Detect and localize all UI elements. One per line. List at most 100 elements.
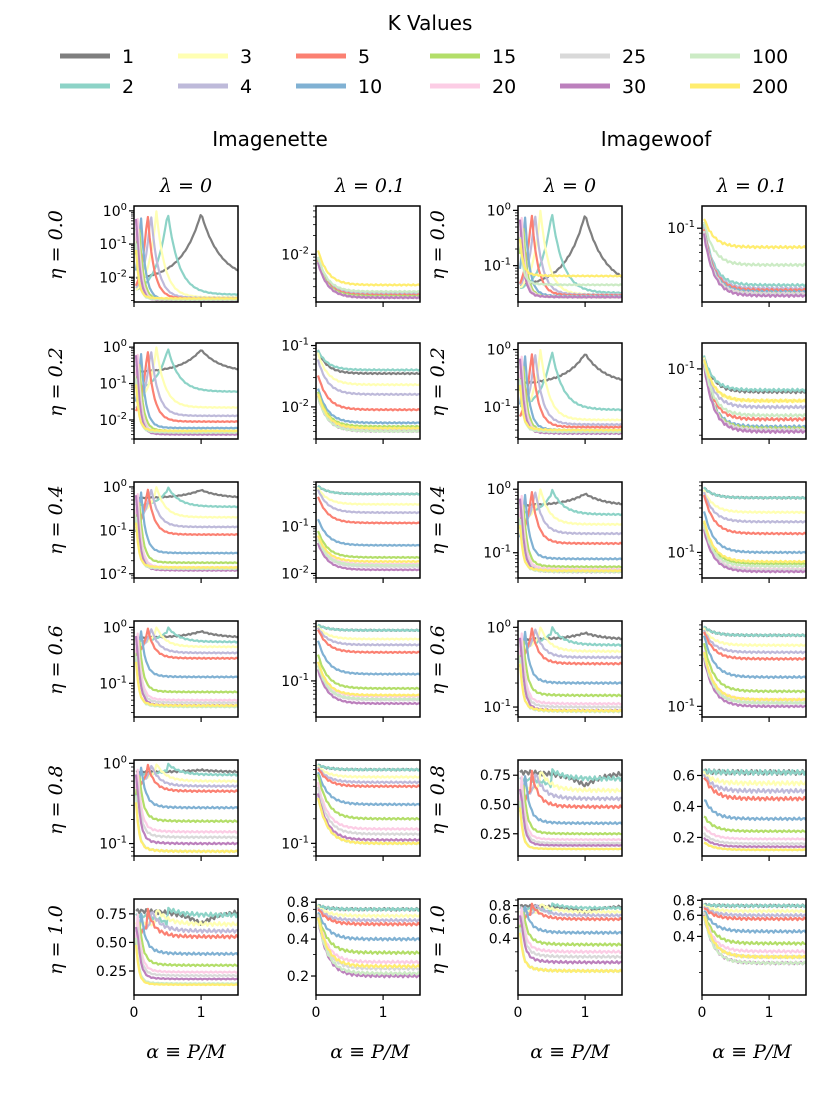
y-tick-label: 100 bbox=[103, 618, 127, 636]
series-k15 bbox=[703, 911, 806, 946]
series-k200 bbox=[134, 661, 238, 708]
series-k100 bbox=[702, 221, 806, 268]
panel-frame bbox=[315, 898, 421, 996]
series-k5 bbox=[135, 627, 238, 661]
column-title-3: λ = 0 bbox=[543, 175, 596, 197]
series-k4 bbox=[702, 629, 806, 655]
series-k4 bbox=[520, 628, 622, 660]
series-k3 bbox=[702, 627, 806, 648]
series-k200 bbox=[703, 841, 806, 852]
series-k4 bbox=[519, 491, 622, 536]
row-label-eta-4-0: η = 0.8 bbox=[45, 765, 67, 835]
series-k5 bbox=[518, 353, 622, 429]
series-k25 bbox=[135, 780, 238, 840]
series-k30 bbox=[518, 915, 622, 965]
y-tick-label: 10-1 bbox=[281, 337, 309, 355]
legend-label-k10: 10 bbox=[358, 76, 382, 98]
series-k15 bbox=[134, 921, 238, 968]
series-k200 bbox=[702, 359, 806, 404]
series-k3 bbox=[317, 625, 420, 641]
x-tick-label: 0 bbox=[514, 1005, 523, 1021]
xlabel-4: α ≡ P/M bbox=[712, 1041, 792, 1063]
series-k2 bbox=[135, 906, 238, 927]
panel-r5-c1: 0.80.6 0.4 0.2 0 1 bbox=[287, 895, 421, 1021]
y-tick-label: 100 bbox=[487, 480, 511, 498]
series-k2 bbox=[317, 763, 420, 772]
series-k200 bbox=[702, 651, 806, 702]
y-tick-label: 100 bbox=[487, 618, 511, 636]
series-k10 bbox=[518, 630, 622, 686]
series-k3 bbox=[703, 904, 806, 914]
series-k10 bbox=[316, 640, 420, 676]
panel-r3-c3: 10-1 bbox=[667, 620, 807, 722]
y-tick-label: 10-1 bbox=[281, 672, 309, 690]
series-k1 bbox=[519, 215, 622, 287]
panel-frame bbox=[517, 481, 623, 579]
x-tick-label: 1 bbox=[581, 1005, 590, 1021]
series-k2 bbox=[136, 348, 238, 393]
series-k20 bbox=[702, 912, 806, 954]
series-k30 bbox=[702, 233, 806, 298]
panel-frame bbox=[701, 620, 807, 718]
panel-r3-c2: 100 10-1 bbox=[483, 618, 623, 722]
series-k200 bbox=[134, 802, 238, 854]
series-k2 bbox=[703, 902, 806, 909]
xlabel-2: α ≡ P/M bbox=[330, 1041, 410, 1063]
series-k2 bbox=[703, 625, 806, 638]
series-k100 bbox=[316, 538, 420, 567]
series-k15 bbox=[703, 815, 806, 834]
panel-r5-c0: 0.75 0.50 0.25 0 1 bbox=[96, 898, 239, 1021]
series-k10 bbox=[134, 766, 238, 810]
series-k2 bbox=[703, 768, 806, 776]
series-k2 bbox=[317, 623, 420, 633]
series-k15 bbox=[134, 639, 238, 694]
panel-r2-c0: 100 10-1 10-2 bbox=[99, 478, 239, 583]
legend-label-k4: 4 bbox=[240, 76, 252, 98]
series-k10 bbox=[702, 635, 806, 680]
y-tick-label: 0.8 bbox=[287, 895, 309, 911]
x-tick-label: 1 bbox=[197, 1005, 206, 1021]
panel-frame bbox=[315, 342, 421, 440]
series-k15 bbox=[316, 774, 420, 821]
column-title-1: λ = 0 bbox=[159, 175, 212, 197]
legend-label-k15: 15 bbox=[492, 46, 516, 68]
series-k15 bbox=[134, 775, 238, 824]
y-tick-label: 0.6 bbox=[673, 768, 695, 784]
series-k5 bbox=[135, 488, 238, 537]
series-k100 bbox=[702, 916, 806, 966]
legend: K Values 1 3 5 15 25 100 2 4 10 20 30 200 bbox=[60, 11, 788, 98]
panel-r4-c1: 10-1 bbox=[281, 759, 421, 861]
panel-r2-c2: 100 10-1 bbox=[483, 480, 623, 583]
series-k2 bbox=[135, 214, 238, 296]
panel-r0-c1: 10-2 bbox=[281, 205, 421, 307]
panel-frame bbox=[133, 759, 239, 857]
x-tick-label: 0 bbox=[698, 1005, 707, 1021]
panel-frame bbox=[517, 205, 623, 303]
row-label-eta-4-1: η = 0.8 bbox=[427, 765, 449, 835]
series-k20 bbox=[518, 632, 622, 706]
series-k5 bbox=[135, 907, 238, 940]
panel-frame bbox=[701, 342, 807, 440]
series-k3 bbox=[702, 489, 806, 515]
y-tick-label: 0.6 bbox=[489, 912, 511, 928]
panel-r3-c1: 10-1 bbox=[281, 620, 421, 722]
panel-r5-c3: 0.80.6 0.4 0 1 bbox=[673, 893, 807, 1021]
panel-frame bbox=[133, 342, 239, 440]
panel-r1-c3: 10-1 bbox=[667, 342, 807, 444]
x-tick-label: 0 bbox=[312, 1005, 321, 1021]
series-k10 bbox=[316, 771, 420, 807]
series-k20 bbox=[316, 914, 420, 965]
series-k3 bbox=[135, 626, 238, 649]
series-k25 bbox=[135, 643, 238, 705]
series-k15 bbox=[316, 654, 420, 691]
series-k20 bbox=[134, 632, 238, 702]
series-k25 bbox=[134, 926, 238, 978]
series-k3 bbox=[317, 764, 420, 780]
row-label-eta-1-1: η = 0.2 bbox=[427, 347, 449, 417]
y-tick-label: 0.6 bbox=[673, 908, 695, 924]
legend-label-k20: 20 bbox=[492, 76, 516, 98]
series-k100 bbox=[702, 524, 806, 569]
series-k10 bbox=[134, 491, 238, 555]
series-k10 bbox=[518, 493, 622, 561]
series-k100 bbox=[702, 654, 806, 705]
